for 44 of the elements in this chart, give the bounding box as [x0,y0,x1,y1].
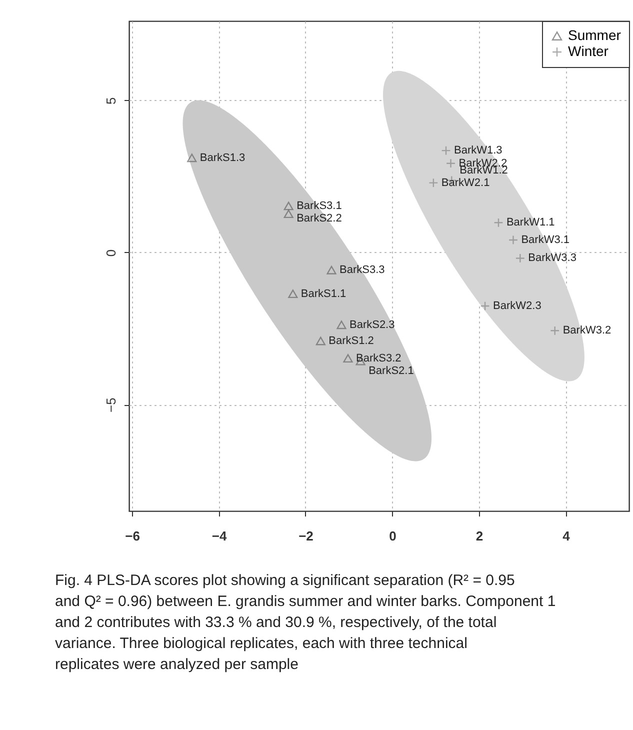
point [508,235,518,245]
point [288,290,298,298]
x-tick-label: 4 [562,528,571,544]
annotation: BarkS1.1 [300,288,346,300]
y-tick-label: −5 [104,398,118,412]
point [480,301,490,311]
point [494,218,504,228]
annotation: BarkW3.1 [521,234,570,246]
point [428,178,438,188]
annotation: BarkS3.1 [296,200,342,212]
annotation: BarkW1.3 [454,144,502,157]
x-tick-label: 0 [389,528,396,544]
x-tick-label: −4 [212,528,228,544]
point [284,210,294,218]
y-tick-label: 0 [104,249,118,257]
point [343,354,353,363]
y-tick-label: 5 [104,97,118,105]
annotation: BarkS3.3 [340,264,385,276]
point [550,326,560,336]
annotation: BarkS2.3 [349,318,395,331]
x-tick-label: −2 [298,528,314,544]
annotation: BarkW3.2 [562,324,612,337]
annotation: BarkW3.3 [528,252,576,264]
legend-label: Summer [568,27,622,43]
point [336,320,346,330]
annotation: BarkW1.1 [506,216,555,229]
annotation: BarkW2.1 [441,176,490,189]
x-tick-label: 2 [476,528,484,544]
point [187,154,197,162]
caption: Fig. 4 PLS-DA scores plot showing a significant separation (R² = 0.95 and Q² = 0.96) between E. grandis summer and winter barks. Component 1 and 2 contributes with 33.3 % and 30.9 %, respectively, of the total variance. Three biological replicates, each with three technical replicates were analyzed per sample [55,572,556,673]
point [446,158,456,168]
annotation: BarkW2.3 [493,300,542,312]
annotation: BarkS1.3 [200,152,246,164]
annotation: BarkS3.2 [356,352,402,364]
x-tick-label: −6 [125,528,140,544]
point [441,146,451,156]
annotation: BarkS1.2 [328,334,374,347]
legend-label: Winter [568,43,609,59]
point [326,266,336,274]
point [515,253,525,264]
annotation: BarkS2.1 [368,364,414,377]
annotation: BarkS2.2 [296,212,342,224]
point [284,202,294,210]
point [316,336,326,346]
